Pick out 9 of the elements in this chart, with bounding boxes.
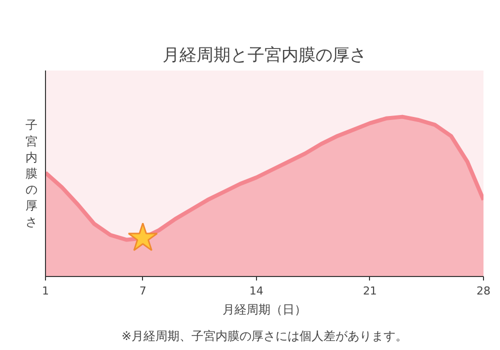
text: ※月経周期、子宮内膜の厚さには個人差があります。: [121, 329, 408, 343]
x-tick-label: 28: [476, 284, 490, 298]
x-axis-title: 月経周期（日）: [222, 302, 306, 316]
x-tick-label: 7: [139, 284, 146, 298]
x-tick-label: 21: [362, 284, 377, 298]
y-axis-title: 子宮内膜の厚さ: [26, 118, 38, 229]
x-tick-label: 1: [42, 284, 49, 298]
chart-title: 月経周期と子宮内膜の厚さ: [162, 46, 366, 66]
x-tick-label: 14: [249, 284, 264, 298]
